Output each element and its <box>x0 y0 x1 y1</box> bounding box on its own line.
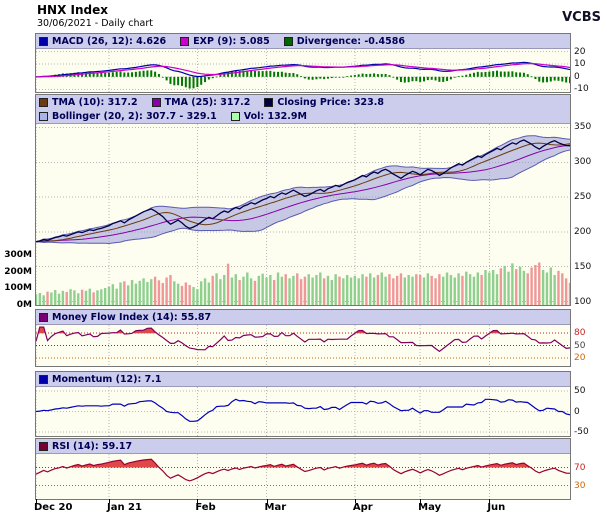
volume-axis-label: 100M <box>4 283 32 294</box>
x-axis-tick <box>108 499 110 503</box>
legend-label: Closing Price: 323.8 <box>277 96 384 108</box>
panel-momentum: Momentum (12): 7.1 <box>35 371 571 437</box>
legend-momentum: Momentum (12): 7.1 <box>36 372 570 386</box>
y-axis-label: -50 <box>574 426 589 437</box>
y-axis-label: 50 <box>574 386 586 397</box>
y-axis-label: 150 <box>574 261 592 272</box>
x-axis-tick <box>36 499 37 503</box>
legend-swatch-icon <box>39 36 48 46</box>
legend-item: TMA (10): 317.2 <box>39 97 138 108</box>
brand-logo: VCBS <box>562 10 601 25</box>
legend-item: RSI (14): 59.17 <box>39 441 132 452</box>
legend-swatch-icon <box>39 97 48 107</box>
x-axis-tick <box>197 499 199 503</box>
legend-item: Vol: 132.9M <box>230 110 307 122</box>
legend-item: Divergence: -0.4586 <box>283 35 405 47</box>
legend-item: EXP (9): 5.085 <box>180 36 270 47</box>
legend-rsi: RSI (14): 59.17 <box>36 439 570 453</box>
legend-label: Money Flow Index (14): 55.87 <box>52 311 212 323</box>
legend-label: RSI (14): 59.17 <box>52 440 133 452</box>
page-title: HNX Index <box>37 3 108 17</box>
x-axis-label: Jun <box>487 502 506 513</box>
legend-swatch-icon <box>39 441 48 451</box>
legend-label: MACD (26, 12): 4.626 <box>52 35 167 47</box>
y-axis-label: 300 <box>574 157 592 168</box>
y-axis-label: 30 <box>574 480 586 491</box>
legend-swatch-icon <box>39 111 48 121</box>
y-axis-label: 250 <box>574 192 592 203</box>
legend-swatch-icon <box>180 36 190 46</box>
y-axis-label: 80 <box>574 328 586 339</box>
legend-label: Divergence: -0.4586 <box>296 35 405 47</box>
legend-swatch-icon <box>151 97 161 107</box>
panel-macd: MACD (26, 12): 4.626 EXP (9): 5.085 Diverg… <box>35 33 571 93</box>
x-axis-tick <box>489 499 491 503</box>
panel-rsi: RSI (14): 59.17 <box>35 438 571 500</box>
legend-swatch-icon <box>264 97 274 107</box>
legend-swatch-icon <box>39 374 48 384</box>
legend-label: Vol: 132.9M <box>243 110 307 122</box>
x-axis-label: May <box>418 502 442 513</box>
plot-macd <box>36 48 570 92</box>
x-axis-tick <box>420 499 422 503</box>
x-axis-label: Mar <box>264 502 287 513</box>
legend-label: Bollinger (20, 2): 307.7 - 329.1 <box>52 110 217 122</box>
legend-mfi: Money Flow Index (14): 55.87 <box>36 310 570 324</box>
x-axis-label: Apr <box>352 502 373 513</box>
plot-rsi <box>36 453 570 499</box>
plot-price <box>36 123 570 305</box>
x-axis-label: Dec 20 <box>34 502 73 513</box>
legend-item: Money Flow Index (14): 55.87 <box>39 312 211 323</box>
y-axis-label: 20 <box>574 46 586 57</box>
y-axis-label: -10 <box>574 84 589 95</box>
legend-label: TMA (25): 317.2 <box>164 96 251 108</box>
volume-axis-label: 0M <box>16 300 32 310</box>
legend-item: TMA (25): 317.2 <box>151 96 251 108</box>
panel-price: TMA (10): 317.2 TMA (25): 317.2 Closing Pr… <box>35 94 571 306</box>
volume-axis-label: 200M <box>4 266 32 277</box>
panel-mfi: Money Flow Index (14): 55.87 <box>35 309 571 367</box>
legend-item: Bollinger (20, 2): 307.7 - 329.1 <box>39 111 217 122</box>
y-axis-label: 70 <box>574 462 586 473</box>
legend-price: Bollinger (20, 2): 307.7 - 329.1 Vol: 132… <box>36 109 570 123</box>
y-axis-label: 350 <box>574 122 592 133</box>
x-axis-label: Jan 21 <box>106 502 142 513</box>
y-axis-label: 100 <box>574 296 592 307</box>
legend-macd: MACD (26, 12): 4.626 EXP (9): 5.085 Diverg… <box>36 34 570 48</box>
y-axis-label: 50 <box>574 340 586 351</box>
legend-swatch-icon <box>283 36 293 46</box>
y-axis-label: 0 <box>574 71 580 82</box>
legend-label: Momentum (12): 7.1 <box>52 373 162 385</box>
legend-label: EXP (9): 5.085 <box>193 35 270 47</box>
chart-subtitle: 30/06/2021 - Daily chart <box>37 18 153 29</box>
x-axis-tick <box>266 499 268 503</box>
legend-item: MACD (26, 12): 4.626 <box>39 36 166 47</box>
legend-label: TMA (10): 317.2 <box>52 96 138 108</box>
legend-item: Closing Price: 323.8 <box>264 97 384 108</box>
legend-price: TMA (10): 317.2 TMA (25): 317.2 Closing Pr… <box>36 95 570 109</box>
legend-swatch-icon <box>39 312 48 322</box>
y-axis-label: 10 <box>574 59 586 70</box>
y-axis-label: 0 <box>574 406 580 417</box>
y-axis-label: 200 <box>574 226 592 237</box>
x-axis-label: Feb <box>195 502 216 513</box>
legend-swatch-icon <box>230 111 240 121</box>
volume-axis-label: 300M <box>4 250 32 260</box>
plot-momentum <box>36 386 570 436</box>
plot-mfi <box>36 324 570 366</box>
legend-item: Momentum (12): 7.1 <box>39 374 161 385</box>
x-axis-tick <box>354 499 356 503</box>
y-axis-label: 20 <box>574 352 586 363</box>
